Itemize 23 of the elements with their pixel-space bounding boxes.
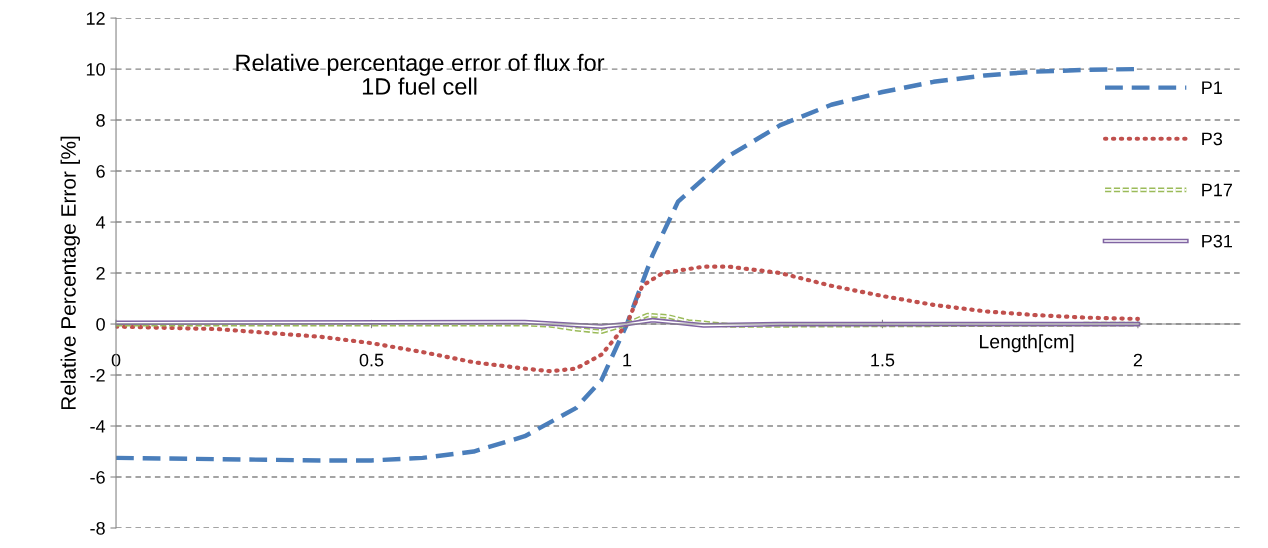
legend-label: P3 [1202, 132, 1223, 146]
y-tick-label: 8 [96, 114, 105, 127]
legend-label: P1 [1202, 81, 1222, 94]
y-tick-label: -4 [90, 420, 106, 433]
y-tick-label: 2 [96, 266, 105, 280]
x-tick-label: 2 [1133, 353, 1143, 367]
y-axis-title: Relative Percentage Error [%] [60, 136, 80, 410]
x-tick-label: 1.5 [871, 353, 895, 367]
y-tick-label: -2 [90, 368, 105, 382]
y-tick-label: 4 [95, 216, 106, 229]
x-tick-label: 0 [111, 353, 121, 367]
y-tick-label: -8 [90, 521, 105, 535]
x-tick-label: 0.5 [359, 353, 384, 367]
y-tick-label: 12 [86, 12, 105, 25]
legend-label: P31 [1202, 234, 1232, 248]
y-tick-label: 10 [86, 63, 105, 76]
text: Relative percentage error of flux for 1D fuel cell [236, 53, 605, 95]
y-tick-label: 6 [96, 164, 105, 178]
y-tick-label: 0 [96, 317, 105, 331]
legend-label: P17 [1202, 183, 1232, 197]
x-tick-label: 1 [623, 353, 632, 367]
y-tick-label: -6 [90, 470, 105, 484]
x-axis-title: Length[cm] [980, 334, 1074, 353]
